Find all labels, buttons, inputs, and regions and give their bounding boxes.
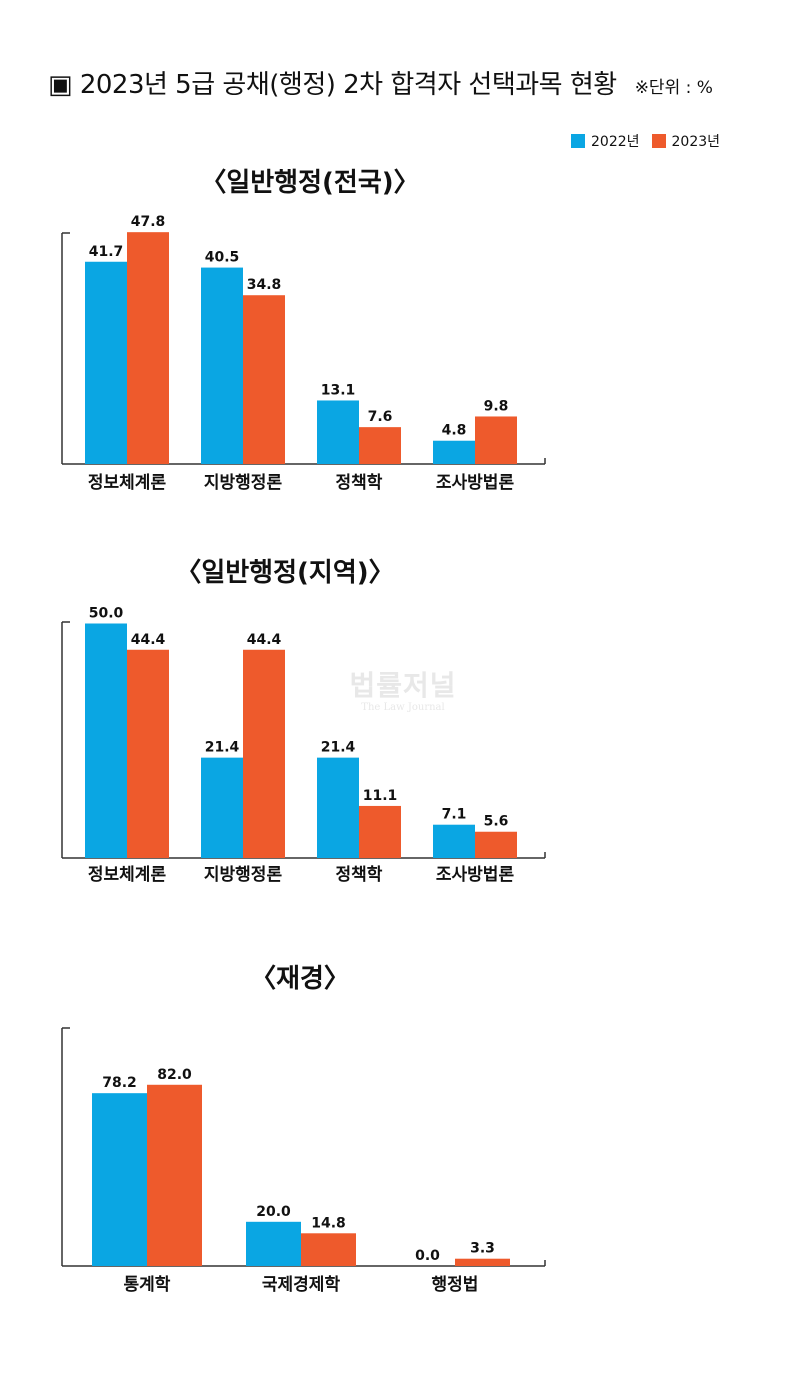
bar (92, 1093, 147, 1266)
bar (243, 649, 285, 858)
data-label: 7.1 (442, 807, 467, 823)
data-label: 21.4 (205, 740, 240, 756)
data-label: 0.0 (415, 1248, 440, 1264)
category-label: 정보체계론 (88, 865, 167, 885)
data-label: 40.5 (205, 250, 240, 266)
page-title: ▣ 2023년 5급 공채(행정) 2차 합격자 선택과목 현황 (48, 70, 617, 100)
legend-label-2022: 2022년 (591, 134, 640, 150)
category-label: 정보체계론 (88, 473, 167, 493)
data-label: 47.8 (131, 214, 166, 230)
legend-label-2023: 2023년 (671, 134, 721, 150)
legend-item-2023: 2023년 (651, 131, 721, 151)
legend-swatch-2022 (571, 134, 585, 148)
bar (246, 1221, 301, 1266)
bar (475, 831, 517, 858)
data-label: 3.3 (470, 1241, 495, 1257)
data-label: 82.0 (157, 1067, 192, 1083)
bar (317, 400, 359, 464)
category-label: 지방행정론 (204, 865, 283, 885)
category-label: 정책학 (336, 473, 383, 493)
legend-item-2022: 2022년 (571, 131, 640, 151)
data-label: 14.8 (311, 1215, 346, 1231)
data-label: 21.4 (321, 740, 356, 756)
legend-swatch-2023 (651, 134, 666, 148)
bar (201, 267, 243, 464)
chart-title-national: 〈일반행정(전국)〉 (200, 168, 420, 198)
chart-national: 41.7 47.8 정보체계론 40.5 34.8 지방행정론 13.1 7.6 정책학 4.8 9… (61, 214, 546, 493)
category-label: 국제경제학 (262, 1275, 341, 1295)
bar (317, 757, 359, 858)
data-label: 41.7 (89, 244, 124, 260)
category-label: 조사방법론 (436, 865, 515, 885)
unit-note: ※단위 : % (634, 78, 713, 98)
data-label: 13.1 (321, 382, 356, 398)
data-label: 9.8 (484, 398, 509, 414)
chart-finance: 78.2 82.0 통계학 20.0 14.8 국제경제학 0.0 3.3 행정법 (61, 1027, 546, 1295)
data-label: 34.8 (247, 277, 282, 293)
bar (85, 623, 127, 858)
data-label: 44.4 (247, 632, 282, 648)
category-label: 조사방법론 (436, 473, 515, 493)
bar (475, 416, 517, 464)
data-label: 11.1 (363, 788, 398, 804)
category-label: 정책학 (336, 865, 383, 885)
category-label: 통계학 (124, 1275, 171, 1295)
data-label: 7.6 (368, 409, 393, 425)
data-label: 5.6 (484, 814, 509, 830)
legend: 2022년 2023년 (571, 131, 732, 151)
bar (127, 649, 169, 858)
bar (201, 757, 243, 858)
bar (85, 261, 127, 464)
bar (301, 1233, 356, 1266)
data-label: 78.2 (102, 1075, 137, 1091)
category-label: 행정법 (432, 1275, 479, 1295)
bar (455, 1258, 510, 1266)
data-label: 50.0 (89, 606, 124, 622)
bar (433, 824, 475, 858)
bar (127, 232, 169, 464)
data-label: 20.0 (256, 1204, 291, 1220)
bar (359, 805, 401, 858)
chart-title-finance: 〈재경〉 (250, 964, 350, 994)
bar (147, 1084, 202, 1266)
chart-title-regional: 〈일반행정(지역)〉 (175, 558, 395, 588)
bar (359, 427, 401, 464)
category-label: 지방행정론 (204, 473, 283, 493)
data-label: 44.4 (131, 632, 166, 648)
chart-regional: 50.0 44.4 정보체계론 21.4 44.4 지방행정론 21.4 11.1 정책학 7.1… (61, 606, 546, 885)
data-label: 4.8 (442, 423, 467, 439)
bar (243, 295, 285, 464)
header: ▣ 2023년 5급 공채(행정) 2차 합격자 선택과목 현황 ※단위 : % (48, 64, 713, 101)
bar (433, 440, 475, 464)
